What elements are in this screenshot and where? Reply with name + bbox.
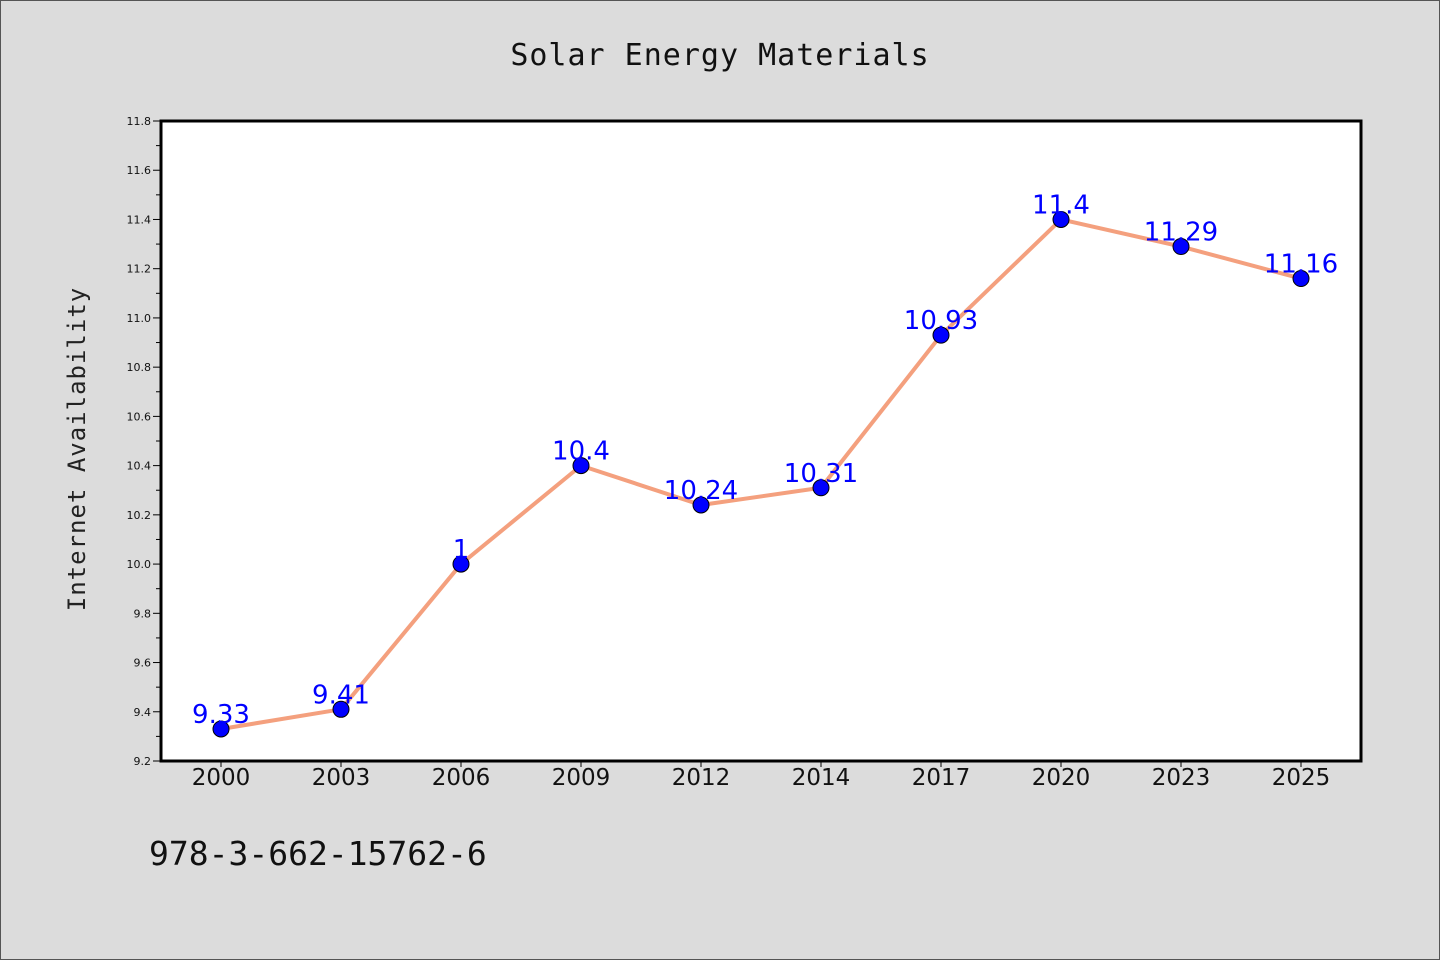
data-point-marker [1172,238,1190,256]
data-point-marker [692,496,710,514]
data-label: 10.4 [552,437,610,467]
data-point-marker [1292,270,1310,288]
y-tick-label: 10.8 [127,361,152,374]
y-tick-label: 11.6 [127,164,152,177]
x-tick-label: 2000 [192,765,251,791]
data-point-marker [1052,210,1070,228]
y-tick-label: 9.4 [134,706,152,719]
data-point-marker [812,479,830,497]
series-line-group [212,210,1310,738]
y-tick-label: 9.8 [134,607,152,620]
data-label: 9.41 [312,680,370,710]
x-tick-label: 2020 [1032,765,1091,791]
y-tick-label: 10.6 [127,410,152,423]
data-point-marker [572,457,590,475]
data-label: 1 [453,535,470,565]
x-tick-label: 2017 [912,765,971,791]
x-tick-label: 2006 [432,765,491,791]
axis-ticks: 9.2 9.4 9.6 9.8 10.0 10.2 10.4 10.6 10.8 11.0 11.2… [127,115,1331,791]
y-tick-label: 9.6 [134,657,152,670]
x-tick-label: 2009 [552,765,611,791]
x-tick-label: 2025 [1272,765,1331,791]
x-tick-label: 2003 [312,765,371,791]
x-tick-label: 2012 [672,765,731,791]
y-tick-label: 11.8 [127,115,152,128]
data-point-marker [452,555,470,573]
data-label: 11.29 [1144,218,1218,248]
series-line [220,217,1302,731]
data-label: 10.31 [784,459,858,489]
y-tick-label: 11.4 [127,213,152,226]
data-labels: 9.33 9.41 1 10.4 10.24 10.31 10.93 11.4 11.29 11.… [192,190,1338,730]
data-label: 11.4 [1032,190,1090,220]
x-tick-label: 2023 [1152,765,1211,791]
data-label: 9.33 [192,700,250,730]
y-tick-label: 9.2 [134,755,152,768]
chart-title: Solar Energy Materials [510,38,929,73]
plot-area [159,119,1363,763]
y-tick-label: 11.0 [127,312,152,325]
y-tick-label: 10.4 [127,460,152,473]
data-point-marker [932,326,950,344]
data-label: 10.24 [664,476,738,506]
x-tick-label: 2014 [792,765,851,791]
y-tick-label: 11.2 [127,263,152,276]
y-tick-label: 10.2 [127,509,152,522]
y-tick-label: 10.0 [127,558,152,571]
data-point-marker [212,720,230,738]
data-point-marker [332,700,350,718]
data-label: 11.16 [1264,250,1338,280]
data-label: 10.93 [904,306,978,336]
isbn-text: 978-3-662-15762-6 [149,834,487,873]
y-axis-label: Internet Availability [63,287,91,611]
